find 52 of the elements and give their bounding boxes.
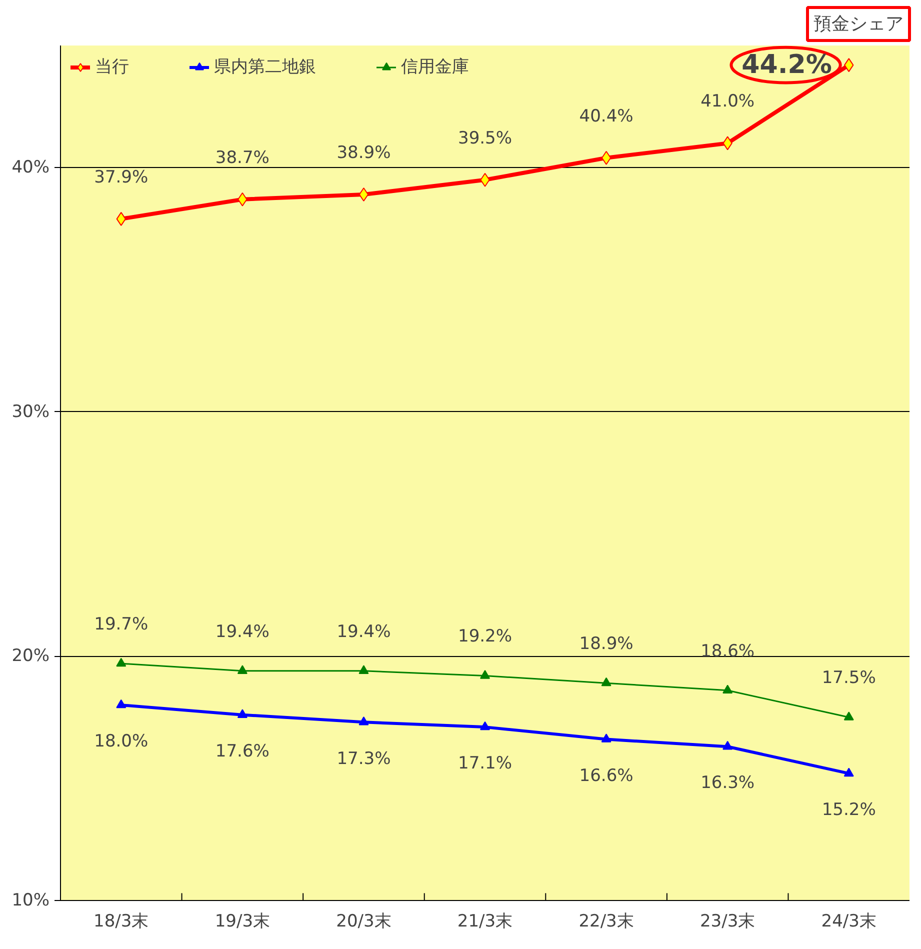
point [601, 150, 612, 165]
data-label: 16.3% [700, 773, 755, 794]
data-label: 17.5% [822, 668, 876, 688]
x-tick-label: 20/3末 [336, 912, 392, 932]
data-label: 37.9% [94, 167, 148, 188]
legend-label: 信用金庫 [401, 56, 469, 78]
point [722, 740, 733, 750]
point [358, 716, 369, 726]
x-tick-label: 21/3末 [457, 912, 513, 932]
data-label: 19.2% [458, 626, 512, 647]
data-label: 44.2% [742, 50, 832, 80]
chart-title: 預金シェア [814, 14, 904, 34]
y-tick-label: 30% [12, 402, 50, 422]
data-label: 40.4% [579, 106, 634, 126]
legend-label: 当行 [95, 56, 129, 78]
point [237, 709, 248, 718]
point [358, 665, 369, 674]
y-tick-label: 40% [12, 158, 50, 178]
data-label: 18.0% [94, 732, 148, 752]
data-label: 19.4% [336, 622, 391, 642]
data-label: 38.9% [336, 142, 391, 163]
data-label: 15.2% [822, 800, 876, 820]
data-label: 41.0% [700, 92, 755, 112]
point [116, 658, 126, 667]
data-label: 16.6% [579, 766, 634, 786]
point [844, 768, 854, 777]
data-label: 17.3% [336, 748, 391, 769]
point [116, 699, 126, 708]
x-tick-label: 22/3末 [578, 912, 634, 932]
data-label: 18.6% [700, 641, 755, 662]
y-tick-label: 10% [12, 890, 50, 910]
point [722, 684, 733, 694]
point [601, 677, 612, 686]
point [237, 665, 248, 674]
point [480, 721, 490, 730]
data-label: 38.7% [215, 148, 270, 168]
x-tick-label: 19/3末 [214, 912, 270, 932]
point [844, 712, 854, 720]
data-label: 19.4% [215, 622, 270, 642]
data-label: 39.5% [458, 128, 512, 148]
x-tick-label: 18/3末 [94, 912, 149, 932]
data-label: 18.9% [579, 634, 634, 654]
x-tick-label: 23/3末 [700, 912, 756, 932]
point [358, 188, 369, 202]
point [601, 734, 612, 742]
data-label: 17.1% [458, 754, 512, 774]
point [480, 670, 490, 679]
data-label: 17.6% [215, 741, 270, 762]
legend-label: 県内第二地銀 [214, 56, 316, 78]
x-tick-label: 24/3末 [821, 912, 876, 932]
y-tick-label: 20% [12, 646, 50, 666]
data-label: 19.7% [94, 614, 148, 634]
